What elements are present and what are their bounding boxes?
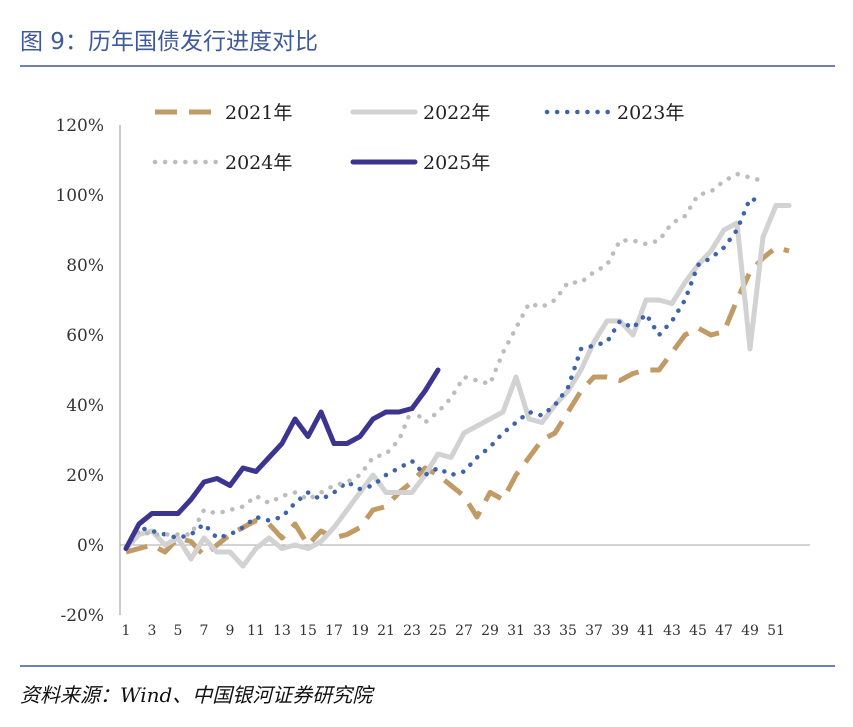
x-tick-label: 35: [559, 623, 577, 639]
x-tick-label: 5: [174, 623, 183, 639]
x-tick-label: 49: [741, 623, 759, 639]
x-tick-label: 41: [637, 623, 655, 639]
y-tick-label: 80%: [66, 256, 104, 276]
x-tick-label: 7: [200, 623, 209, 639]
top-rule: [20, 65, 835, 67]
x-tick-label: 23: [403, 623, 421, 639]
figure-title: 图 9：历年国债发行进度对比: [20, 29, 318, 55]
legend-label: 2022年: [423, 102, 490, 124]
axes: -20%0%20%40%60%80%100%120%1 3 5 7 9 11 13 15 17 1…: [55, 116, 810, 639]
source-note: 资料来源：Wind、中国银河证券研究院: [20, 683, 373, 707]
line-chart: -20%0%20%40%60%80%100%120%1 3 5 7 9 11 13 15 17 1…: [55, 102, 810, 639]
y-tick-label: 60%: [66, 326, 104, 346]
x-tick-label: 9: [226, 623, 235, 639]
x-tick-label: 27: [455, 623, 473, 639]
x-tick-label: 25: [429, 623, 447, 639]
x-tick-label: 51: [767, 623, 785, 639]
x-tick-label: 21: [377, 623, 395, 639]
x-tick-label: 15: [299, 623, 317, 639]
x-tick-label: 45: [689, 623, 707, 639]
legend-label: 2023年: [617, 102, 684, 124]
series-layer: [123, 171, 792, 569]
series-line-2024年: [123, 171, 766, 551]
y-tick-label: 100%: [55, 186, 104, 206]
x-tick-label: 39: [611, 623, 629, 639]
y-tick-label: -20%: [60, 606, 104, 626]
series-line-2025年: [123, 367, 441, 551]
y-tick-label: 0%: [77, 536, 104, 556]
legend-label: 2024年: [225, 152, 292, 174]
legend-label: 2021年: [225, 102, 292, 124]
x-tick-label: 17: [325, 623, 343, 639]
series-line-2021年: [125, 245, 790, 558]
x-tick-label: 37: [585, 623, 603, 639]
bottom-rule: [20, 665, 835, 667]
y-tick-label: 120%: [55, 116, 104, 136]
x-tick-label: 3: [148, 623, 157, 639]
x-tick-label: 13: [273, 623, 291, 639]
x-tick-label: 1: [122, 623, 131, 639]
y-tick-label: 40%: [66, 396, 104, 416]
series-line-2023年: [123, 196, 766, 551]
x-tick-label: 19: [351, 623, 369, 639]
legend: 2021年 2022年 2023年 2024年 2025年: [152, 102, 684, 174]
x-tick-label: 43: [663, 623, 681, 639]
legend-label: 2025年: [423, 152, 490, 174]
x-tick-label: 33: [533, 623, 551, 639]
x-tick-label: 31: [507, 623, 525, 639]
x-tick-label: 11: [247, 623, 265, 639]
x-tick-label: 47: [715, 623, 733, 639]
y-tick-label: 20%: [66, 466, 104, 486]
series-line-2022年: [123, 203, 792, 569]
x-tick-label: 29: [481, 623, 499, 639]
